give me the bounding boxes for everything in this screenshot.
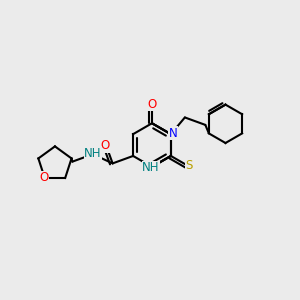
Text: NH: NH: [142, 161, 160, 174]
Text: NH: NH: [84, 147, 102, 160]
Text: O: O: [147, 98, 157, 111]
Text: S: S: [185, 160, 193, 172]
Text: N: N: [169, 127, 177, 140]
Text: O: O: [101, 140, 110, 152]
Text: O: O: [39, 171, 48, 184]
